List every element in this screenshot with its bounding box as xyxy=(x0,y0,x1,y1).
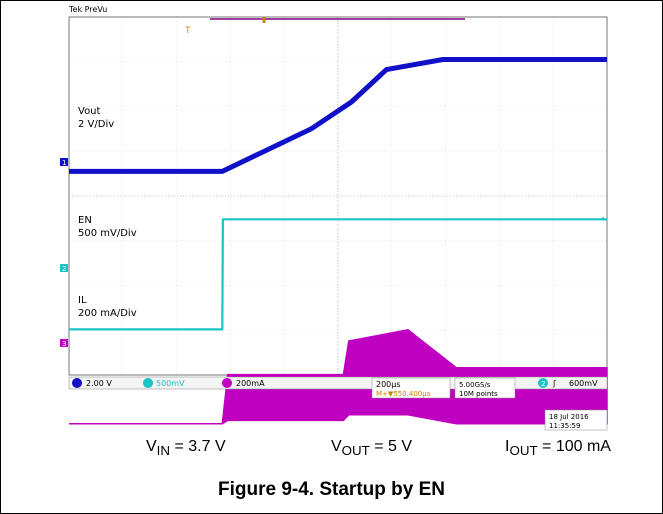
vout-scale: 2 V/Div xyxy=(78,119,114,130)
ch3-ground-marker: 3 xyxy=(60,339,68,348)
ch2-ground-marker: 2 xyxy=(60,264,68,273)
trigger-channel: 2 xyxy=(541,380,545,388)
scope-status-text: Tek PreVu xyxy=(68,5,107,14)
svg-text:1: 1 xyxy=(62,159,66,167)
iout-symbol: I xyxy=(505,438,510,455)
ch2-setting: 500mV xyxy=(156,379,185,388)
trigger-channel-badge xyxy=(538,378,548,388)
ch3-setting: 200mA xyxy=(236,379,265,388)
vout-subscript: OUT xyxy=(341,443,370,459)
sample-rate-readout: 5.00GS/s xyxy=(459,381,491,389)
capture-date: 18 Jul 2016 xyxy=(549,413,589,421)
record-length-readout: 10M points xyxy=(459,390,498,398)
vin-subscript: IN xyxy=(156,443,171,459)
iout-condition: IOUT = 100 mA xyxy=(505,438,611,458)
svg-text:2: 2 xyxy=(62,265,66,273)
vin-symbol: V xyxy=(146,438,157,455)
scope-status-bar: 2.00 V 500mV 200mA 200µs M+▼550.400µs 5.… xyxy=(68,376,608,431)
svg-text:3: 3 xyxy=(62,340,66,348)
trigger-time-marker: T xyxy=(184,26,191,36)
ch2-badge xyxy=(143,378,153,388)
vout-label: Vout xyxy=(78,106,101,117)
delay-readout: M+▼550.400µs xyxy=(376,390,431,398)
vin-condition: VIN = 3.7 V xyxy=(146,438,226,458)
en-scale: 500 mV/Div xyxy=(78,228,137,239)
ch1-setting: 2.00 V xyxy=(86,379,112,388)
il-label: IL xyxy=(78,295,87,306)
iout-subscript: OUT xyxy=(509,443,538,459)
en-trace xyxy=(69,218,607,331)
trigger-slope-icon: ʃ xyxy=(552,379,556,388)
vout-value: = 5 V xyxy=(369,438,413,455)
il-scale: 200 mA/Div xyxy=(78,308,137,319)
vout-symbol: V xyxy=(331,438,342,455)
ch1-ground-marker: 1 xyxy=(60,158,68,167)
ch3-badge xyxy=(222,378,232,388)
trigger-position-marker: ▮ xyxy=(262,15,266,24)
capture-time: 11:35:59 xyxy=(549,422,580,430)
trigger-level-readout: 600mV xyxy=(569,379,598,388)
vout-trace xyxy=(69,57,607,174)
timebase-readout: 200µs xyxy=(376,380,401,389)
en-label: EN xyxy=(78,215,92,226)
vout-condition: VOUT = 5 V xyxy=(331,438,412,458)
vin-value: = 3.7 V xyxy=(170,438,226,455)
ch1-badge xyxy=(72,378,82,388)
figure-caption: Figure 9-4. Startup by EN xyxy=(218,479,445,500)
record-window-bar xyxy=(210,18,465,20)
iout-value: = 100 mA xyxy=(537,438,611,455)
